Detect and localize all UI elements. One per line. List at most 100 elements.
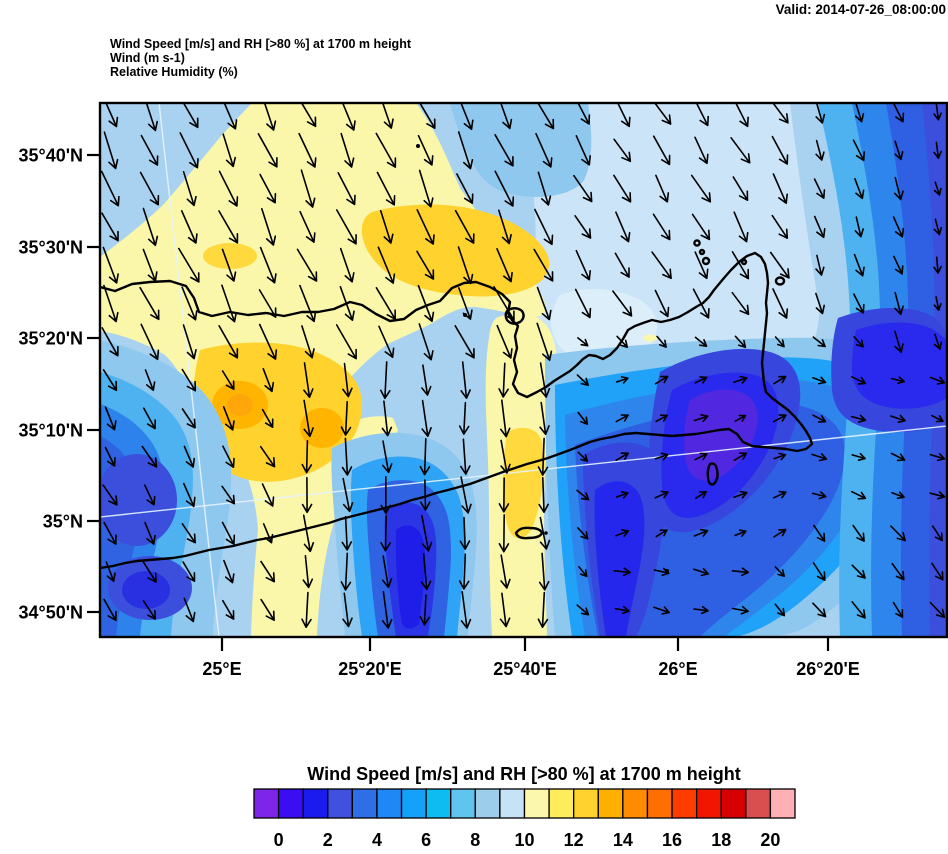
wind-arrow <box>891 491 905 500</box>
wind-arrow <box>457 246 474 285</box>
x-tick-label: 25°E <box>202 659 241 679</box>
wind-arrow <box>221 284 237 323</box>
wind-arrow <box>300 169 316 208</box>
wind-arrow <box>218 325 239 359</box>
wind-arrow <box>773 528 787 538</box>
x-tick-label: 26°20'E <box>796 659 860 679</box>
wind-arrow <box>894 291 904 316</box>
colorbar-cell <box>573 788 599 819</box>
wind-arrow <box>342 104 356 131</box>
wind-arrow <box>375 287 396 320</box>
wind-arrow <box>929 601 946 618</box>
wind-arrow <box>454 325 475 359</box>
wind-arrow <box>853 293 865 314</box>
wind-arrow <box>615 529 630 537</box>
wind-arrow <box>813 178 826 199</box>
wind-arrow <box>339 247 355 283</box>
wind-arrow <box>340 400 352 436</box>
wind-arrow <box>772 414 787 423</box>
wind-arrow <box>498 477 510 513</box>
colorbar-cell <box>327 788 354 819</box>
colorbar-cell <box>302 788 329 819</box>
wind-arrow <box>218 210 239 244</box>
wind-arrow <box>575 135 591 166</box>
wind-arrow <box>854 104 865 123</box>
wind-arrow <box>417 134 434 166</box>
wind-arrow <box>537 104 555 130</box>
colorbar <box>253 788 796 819</box>
wind-arrow <box>103 521 117 545</box>
colorbar-cell <box>548 788 575 819</box>
wind-arrow <box>537 437 549 476</box>
wind-arrow <box>576 374 589 386</box>
wind-arrow <box>142 600 157 620</box>
wind-arrow <box>929 376 946 385</box>
wind-vector-arrows <box>101 104 946 629</box>
wind-arrow <box>342 477 354 513</box>
wind-arrow <box>337 172 356 206</box>
wind-arrow <box>140 323 160 361</box>
wind-arrow <box>774 336 785 348</box>
wind-arrow <box>498 362 509 398</box>
wind-arrow <box>496 248 513 283</box>
wind-arrow <box>851 601 866 619</box>
wind-arrow <box>854 178 865 200</box>
wind-arrow <box>894 176 904 201</box>
wind-arrow <box>537 171 552 206</box>
wind-arrow <box>577 527 589 540</box>
wind-arrow <box>812 414 827 423</box>
wind-arrow <box>734 414 747 422</box>
wind-arrow <box>382 104 394 129</box>
x-tick-label: 25°40'E <box>493 659 557 679</box>
wind-arrow <box>734 335 747 349</box>
wind-arrow <box>222 599 235 620</box>
y-tick-label: 35°10'N <box>18 421 83 441</box>
colorbar-tick-label: 12 <box>564 830 584 850</box>
wind-arrow <box>460 438 471 475</box>
wind-arrow <box>103 284 119 323</box>
wind-arrow <box>223 559 235 584</box>
colorbar-cell <box>425 788 452 819</box>
wind-arrow <box>929 453 946 462</box>
wind-arrow <box>460 591 472 629</box>
wind-arrow <box>652 135 671 166</box>
wind-arrow <box>142 560 157 583</box>
wind-arrow <box>576 604 590 616</box>
wind-arrow <box>933 256 942 274</box>
wind-arrow <box>538 477 549 513</box>
wind-arrow <box>695 491 707 499</box>
wind-arrow <box>534 208 554 246</box>
wind-arrow <box>301 440 313 474</box>
chart-title-line3: Relative Humidity (%) <box>110 65 238 79</box>
colorbar-labels: 0 2 4 6 8 10 12 14 16 18 20 <box>274 830 781 850</box>
wind-arrow <box>178 247 200 283</box>
wind-arrow <box>536 286 552 321</box>
wind-arrow <box>459 516 471 550</box>
wind-arrow <box>221 485 236 505</box>
wind-arrow <box>890 414 906 423</box>
wind-arrow <box>103 131 119 170</box>
wind-arrow <box>575 249 591 281</box>
wind-arrow <box>301 591 312 628</box>
wind-arrow <box>656 335 667 348</box>
wind-arrow <box>573 174 593 203</box>
wind-arrow <box>341 515 353 551</box>
wind-arrow <box>694 251 709 280</box>
wind-arrow <box>931 525 943 542</box>
wind-arrow <box>694 136 709 165</box>
wind-arrow <box>811 453 828 462</box>
wind-arrow <box>811 491 827 500</box>
wind-arrow <box>259 173 277 204</box>
wind-arrow <box>454 209 475 244</box>
wind-arrow <box>537 591 549 628</box>
wind-arrow <box>296 248 318 282</box>
wind-arrow <box>380 475 392 515</box>
wind-arrow <box>813 524 826 542</box>
wind-arrow <box>378 325 395 358</box>
wind-arrow <box>691 213 711 241</box>
wind-arrow <box>893 255 904 275</box>
wind-arrow <box>380 361 391 400</box>
wind-arrow <box>854 216 864 238</box>
wind-arrow <box>101 327 119 357</box>
colorbar-cell <box>376 788 403 819</box>
